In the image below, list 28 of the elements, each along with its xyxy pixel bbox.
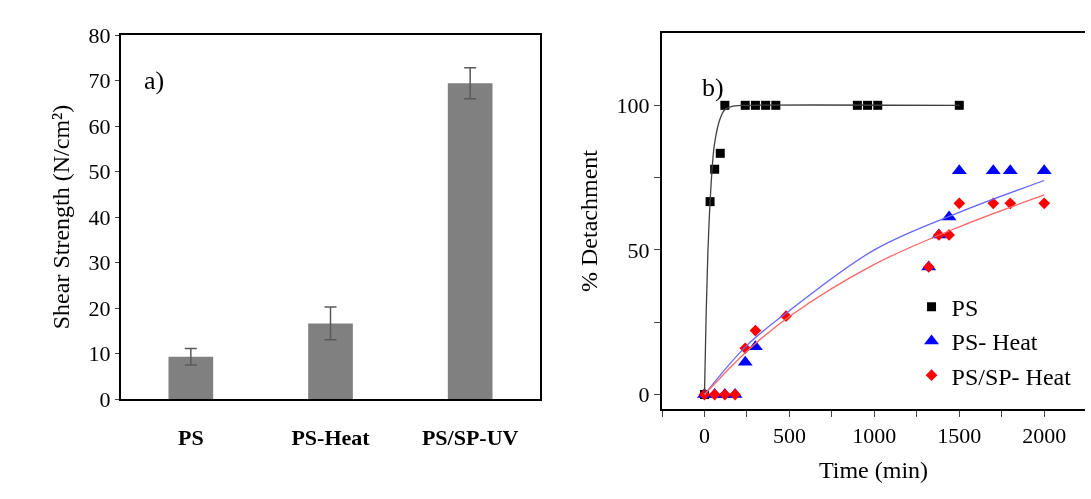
x-tick-label: 500 — [772, 423, 806, 449]
y-axis-title: % Detachment — [576, 149, 603, 292]
y-tick-label: 30 — [88, 250, 111, 276]
y-tick-label: 40 — [88, 204, 111, 230]
x-tick-label: PS — [177, 425, 204, 451]
x-tick-label: PS-Heat — [291, 425, 371, 451]
legend-label: PS/SP- Heat — [951, 363, 1072, 390]
x-tick-label: PS/SP-UV — [421, 425, 519, 451]
legend-label: PS — [951, 295, 979, 322]
y-tick-label: 50 — [627, 237, 650, 263]
y-tick-label: 50 — [88, 159, 111, 185]
x-axis-title: Time (min) — [818, 457, 929, 484]
y-tick-label: 100 — [616, 93, 650, 119]
x-tick-label: 1500 — [937, 423, 982, 449]
y-axis-title: Shear Strength (N/cm²) — [48, 104, 75, 330]
y-tick-label: 70 — [88, 68, 111, 94]
y-tick-label: 0 — [99, 386, 111, 412]
y-tick-label: 20 — [88, 295, 111, 321]
y-tick-label: 80 — [88, 22, 111, 48]
annotation: a) — [144, 66, 165, 95]
y-tick-label: 60 — [88, 113, 111, 139]
x-tick-label: 0 — [698, 423, 710, 449]
annotation: b) — [702, 73, 724, 102]
legend-label: PS- Heat — [951, 329, 1038, 356]
x-tick-label: 1000 — [852, 423, 897, 449]
y-tick-label: 0 — [638, 382, 650, 408]
y-tick-label: 10 — [88, 341, 111, 367]
x-tick-label: 2000 — [1022, 423, 1067, 449]
